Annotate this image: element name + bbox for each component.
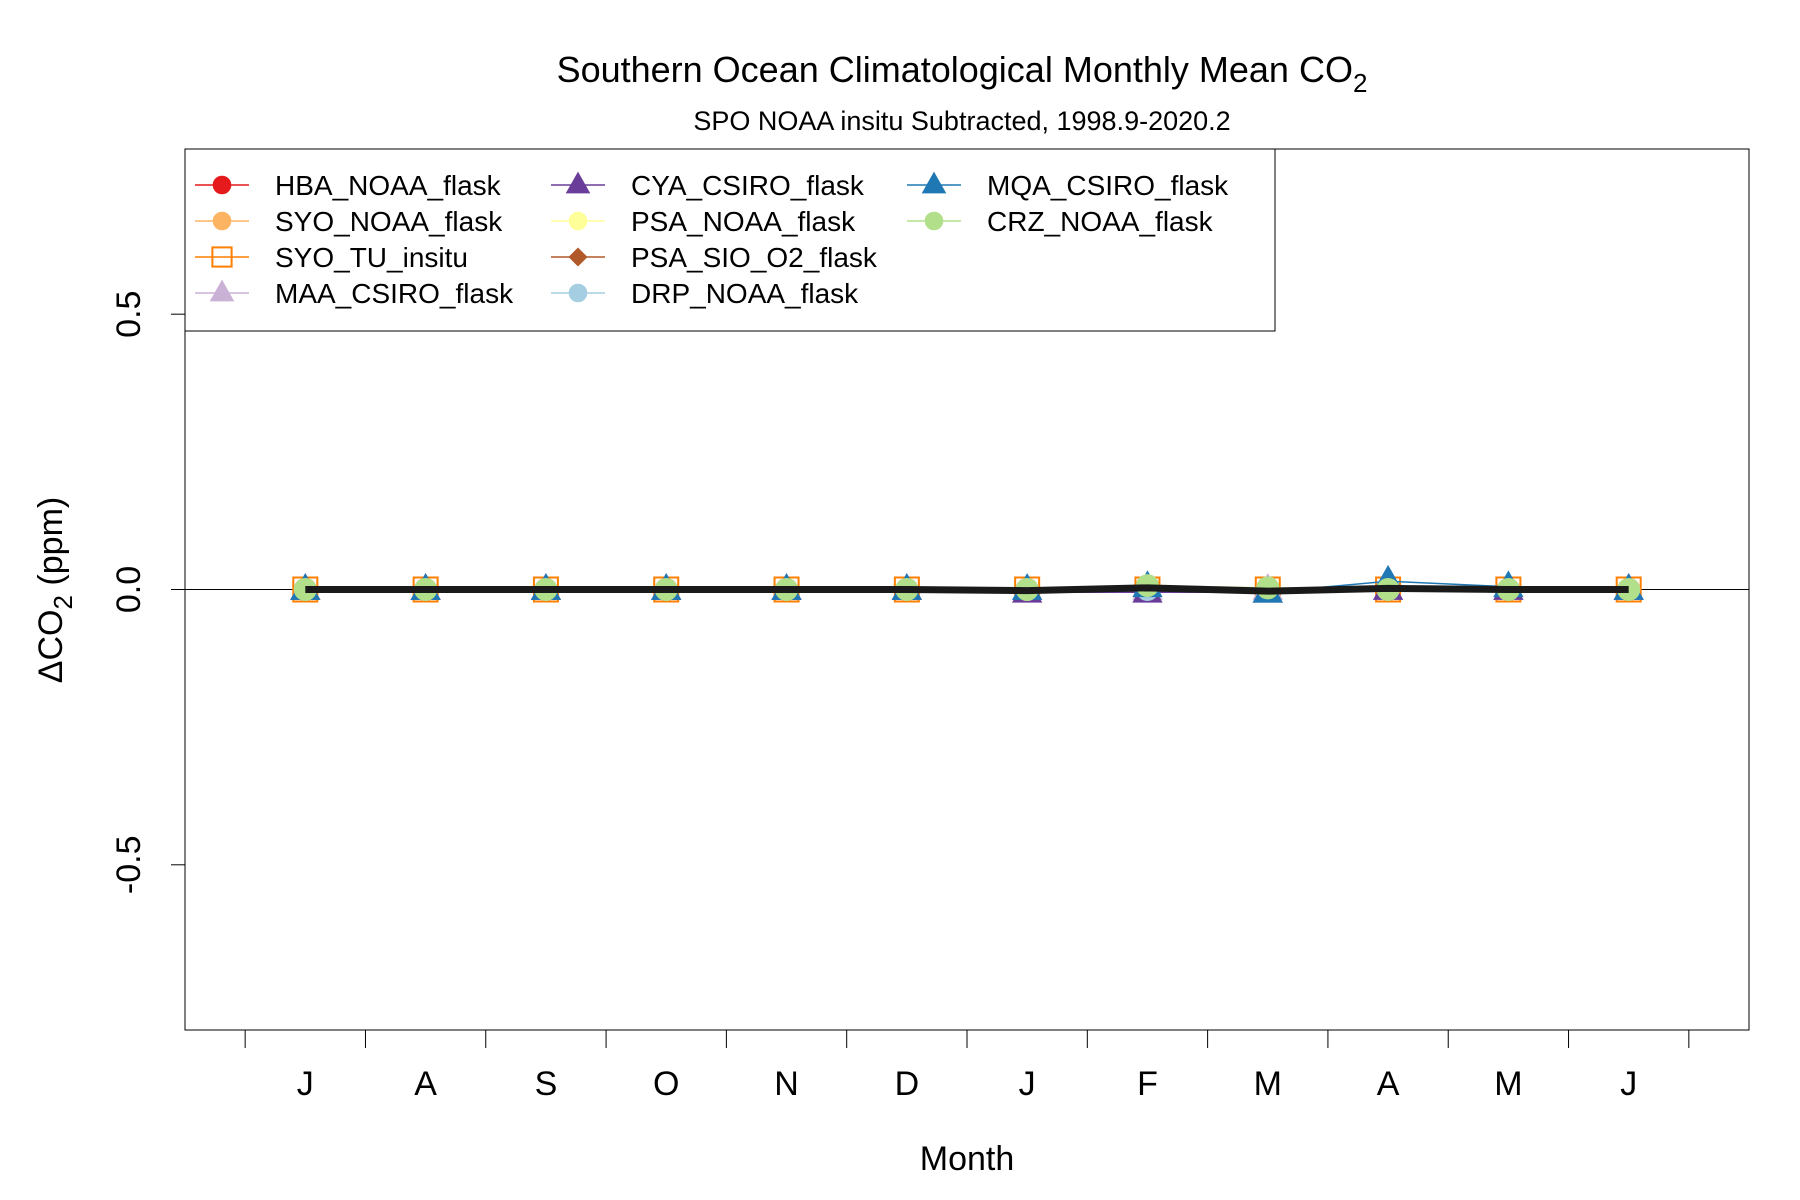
y-tick-label: 0.0	[110, 566, 148, 613]
legend-label: SYO_TU_insitu	[275, 242, 468, 273]
x-tick-label: M	[1254, 1065, 1282, 1103]
chart-title: Southern Ocean Climatological Monthly Me…	[557, 49, 1368, 98]
series-mean	[305, 584, 1629, 595]
x-tick-label: J	[1620, 1065, 1637, 1103]
legend-label: MQA_CSIRO_flask	[987, 170, 1229, 201]
x-tick-label: M	[1494, 1065, 1522, 1103]
x-tick-label: D	[895, 1065, 920, 1103]
x-tick-label: N	[774, 1065, 799, 1103]
legend-entry: PSA_SIO_O2_flask	[551, 242, 878, 273]
data-point	[209, 279, 235, 302]
legend-label: CYA_CSIRO_flask	[631, 170, 865, 201]
data-point	[568, 211, 588, 231]
chart-subtitle: SPO NOAA insitu Subtracted, 1998.9-2020.…	[693, 106, 1230, 136]
legend-label: DRP_NOAA_flask	[631, 278, 859, 309]
x-tick-label: A	[414, 1065, 437, 1103]
x-axis-label: Month	[920, 1140, 1015, 1178]
y-tick-label: 0.5	[110, 291, 148, 338]
mean-line	[305, 584, 1629, 595]
y-tick-label: -0.5	[110, 836, 148, 895]
series-layer	[290, 564, 1644, 603]
legend-label: MAA_CSIRO_flask	[275, 278, 514, 309]
legend-label: HBA_NOAA_flask	[275, 170, 502, 201]
legend-entry: SYO_NOAA_flask	[195, 206, 503, 237]
legend-entry: PSA_NOAA_flask	[551, 206, 856, 237]
legend-label: PSA_NOAA_flask	[631, 206, 856, 237]
x-tick-label: S	[535, 1065, 558, 1103]
legend-label: PSA_SIO_O2_flask	[631, 242, 878, 273]
y-axis-label: ΔCO2 (ppm)	[32, 497, 78, 683]
legend-entry: SYO_TU_insitu	[195, 242, 468, 273]
y-axis: -0.5 0.0 0.5	[110, 291, 185, 895]
series-mqa-csiro-flask	[290, 564, 1644, 603]
legend-entry: CYA_CSIRO_flask	[551, 170, 865, 201]
legend-items: HBA_NOAA_flask SYO_NOAA_flask SYO_TU_insit…	[195, 170, 1229, 309]
legend-entry: CRZ_NOAA_flask	[907, 206, 1214, 237]
legend-entry: MAA_CSIRO_flask	[195, 278, 514, 309]
x-tick-label: J	[1019, 1065, 1036, 1103]
data-point	[568, 283, 588, 303]
data-point	[924, 211, 944, 231]
legend-label: CRZ_NOAA_flask	[987, 206, 1214, 237]
data-point	[568, 247, 588, 267]
legend: HBA_NOAA_flask SYO_NOAA_flask SYO_TU_insit…	[184, 148, 1276, 332]
legend-entry: DRP_NOAA_flask	[551, 278, 859, 309]
x-tick-label: F	[1137, 1065, 1158, 1103]
x-tick-label: A	[1377, 1065, 1400, 1103]
data-point	[212, 175, 232, 195]
legend-box	[184, 148, 1276, 332]
data-point	[921, 171, 947, 194]
legend-entry: HBA_NOAA_flask	[195, 170, 502, 201]
legend-label: SYO_NOAA_flask	[275, 206, 503, 237]
legend-entry: MQA_CSIRO_flask	[907, 170, 1229, 201]
data-point	[212, 211, 232, 231]
x-tick-label: O	[653, 1065, 679, 1103]
data-point	[211, 246, 233, 268]
x-tick-label: J	[297, 1065, 314, 1103]
data-point	[565, 171, 591, 194]
